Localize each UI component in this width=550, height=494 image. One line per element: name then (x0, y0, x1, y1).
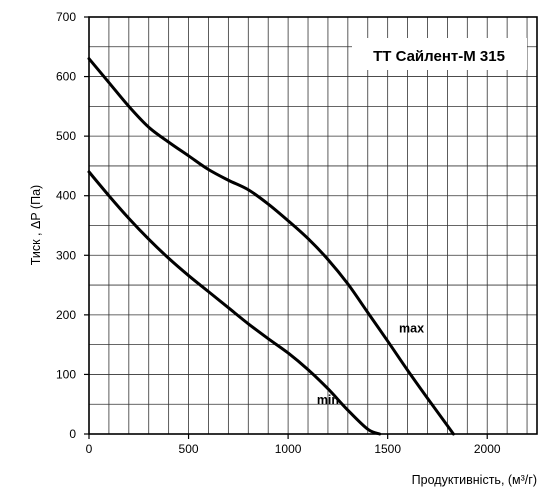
title-background (352, 38, 527, 70)
x-tick-labels: 0 500 1000 1500 2000 (86, 434, 501, 456)
y-tick-labels: 0 100 200 300 400 500 600 700 (56, 10, 89, 441)
x-tick-label: 1500 (374, 442, 401, 456)
x-tick-label: 1000 (275, 442, 302, 456)
y-tick-label: 0 (69, 427, 76, 441)
series-label-min: min (317, 393, 339, 407)
y-tick-label: 100 (56, 367, 76, 381)
y-tick-label: 600 (56, 70, 76, 84)
plot-frame (88, 16, 538, 435)
x-tick-label: 2000 (474, 442, 501, 456)
series-line-min (87, 170, 382, 436)
y-tick-label: 400 (56, 189, 76, 203)
series-line-max (87, 57, 455, 436)
chart-title: ТТ Сайлент-М 315 (373, 48, 505, 65)
x-tick-label: 0 (86, 442, 93, 456)
x-tick-label: 500 (179, 442, 199, 456)
y-tick-label: 300 (56, 248, 76, 262)
series-lines (87, 57, 455, 436)
series-label-max: max (399, 322, 424, 336)
y-axis-label: Тиск , ΔP (Па) (29, 185, 43, 265)
series-labels: max min (317, 322, 424, 407)
y-tick-label: 500 (56, 129, 76, 143)
x-axis-label: Продуктивність, (м³/г) (412, 473, 537, 487)
y-tick-label: 700 (56, 10, 76, 24)
y-tick-label: 200 (56, 308, 76, 322)
grid (89, 17, 537, 434)
